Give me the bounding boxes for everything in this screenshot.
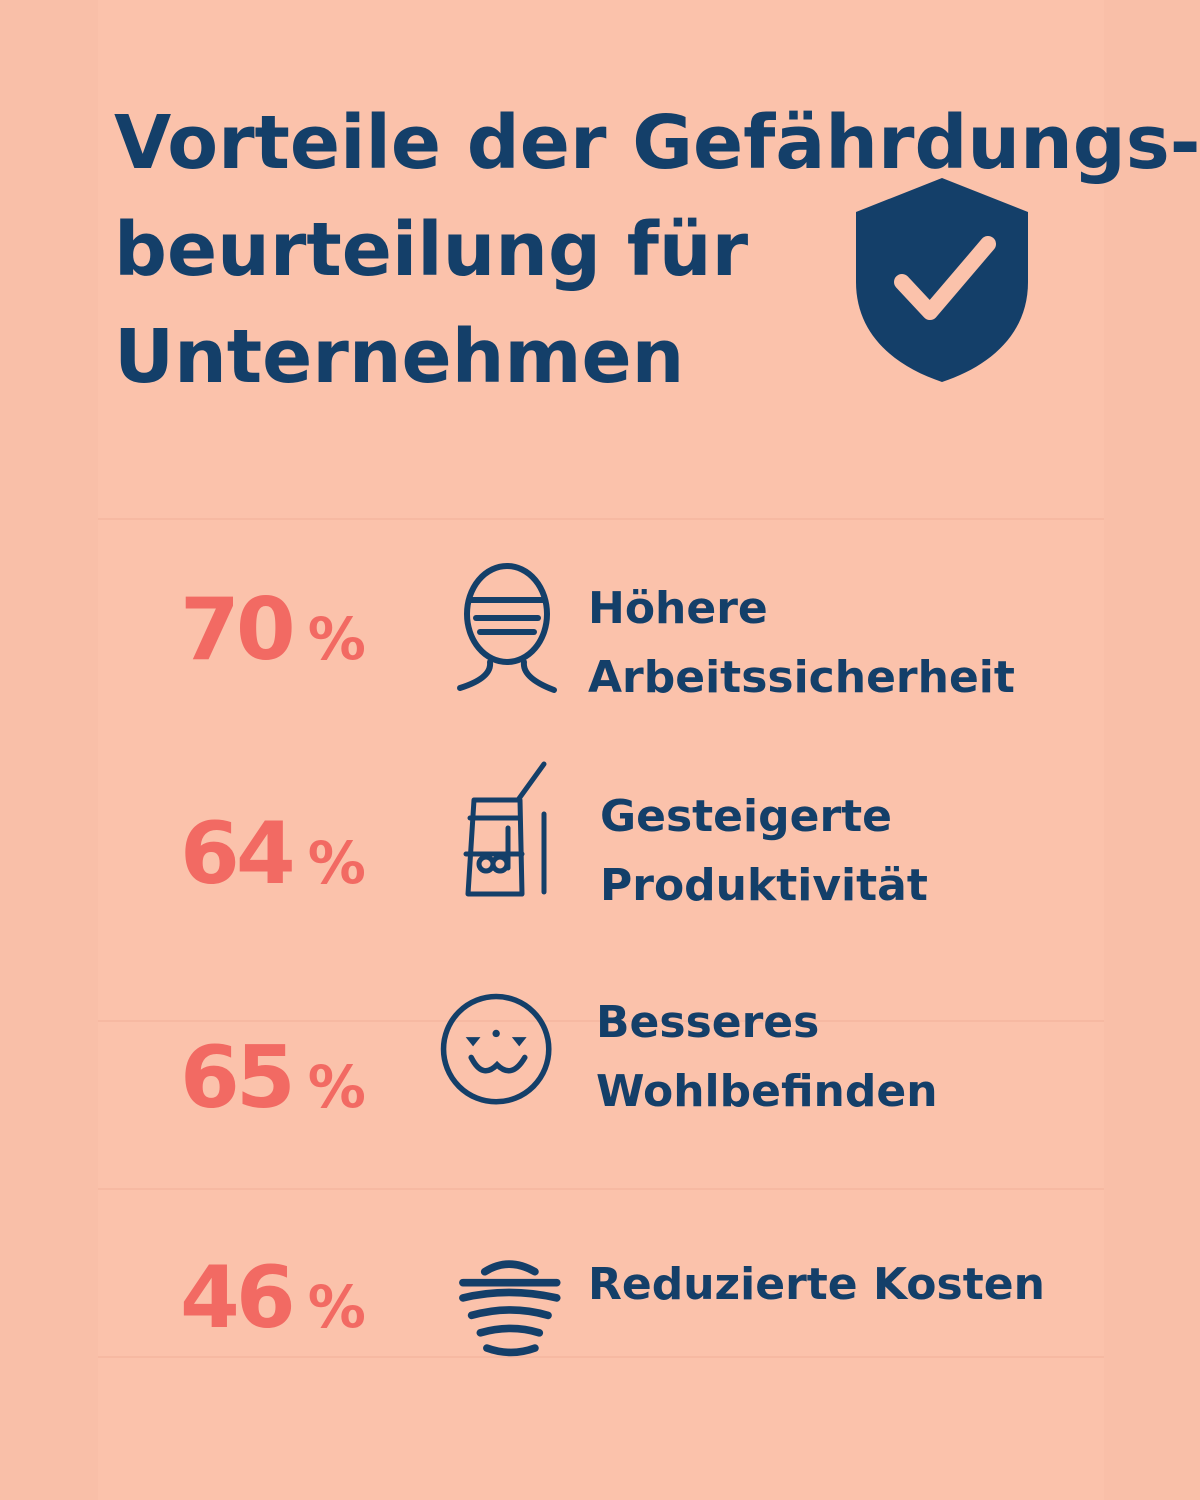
worker-helmet-icon — [457, 563, 557, 693]
percent-sign: % — [307, 1273, 366, 1341]
divider — [98, 518, 1104, 520]
percent-stat-2: 64% — [180, 804, 390, 914]
percent-value: 65 — [180, 1028, 296, 1128]
title-line-3: Unternehmen — [114, 314, 685, 400]
percent-stat-3: 65% — [180, 1028, 390, 1138]
percent-stat-4: 46% — [180, 1248, 390, 1358]
benefit-label-4: Reduzierte Kosten — [588, 1250, 1045, 1319]
percent-value: 46 — [180, 1248, 296, 1348]
page-title: Vorteile der Gefährdungs- beurteilung fü… — [114, 90, 1200, 411]
divider — [98, 1020, 1104, 1022]
percent-sign: % — [307, 829, 366, 897]
percent-sign: % — [307, 605, 366, 673]
label-line: Gesteigerte — [600, 791, 893, 842]
label-line: Wohlbefinden — [596, 1066, 938, 1117]
label-line: Reduzierte Kosten — [588, 1259, 1045, 1310]
productivity-icon — [463, 761, 547, 897]
percent-sign: % — [307, 1053, 366, 1121]
smiley-face-icon — [440, 993, 552, 1105]
title-line-1: Vorteile der Gefährdungs- — [114, 100, 1200, 186]
label-line: Produktivität — [600, 860, 928, 911]
label-line: Arbeitssicherheit — [588, 652, 1015, 703]
percent-value: 64 — [180, 804, 296, 904]
shield-check-icon — [856, 178, 1028, 382]
divider — [98, 1356, 1104, 1358]
title-line-2: beurteilung für — [114, 207, 749, 293]
label-line: Besseres — [596, 997, 820, 1048]
divider — [98, 1188, 1104, 1190]
cost-stack-icon — [459, 1260, 561, 1357]
benefit-label-1: Höhere Arbeitssicherheit — [588, 574, 1015, 712]
percent-stat-1: 70% — [180, 580, 390, 690]
label-line: Höhere — [588, 583, 768, 634]
benefit-label-3: Besseres Wohlbefinden — [596, 988, 938, 1126]
percent-value: 70 — [180, 580, 296, 680]
benefit-label-2: Gesteigerte Produktivität — [600, 782, 928, 920]
